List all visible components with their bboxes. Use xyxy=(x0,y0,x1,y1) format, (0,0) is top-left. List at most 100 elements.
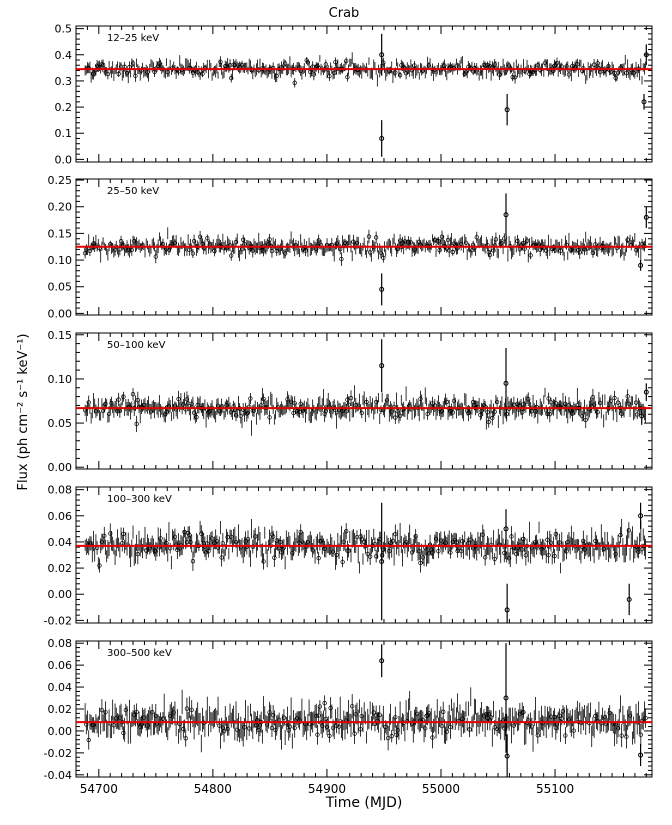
data-point xyxy=(625,237,630,242)
data-point xyxy=(641,99,647,105)
data-point xyxy=(377,712,382,717)
data-point xyxy=(393,715,398,720)
data-point xyxy=(597,400,603,406)
data-point xyxy=(239,62,245,68)
data-points xyxy=(82,339,649,436)
data-point xyxy=(448,550,453,555)
data-point xyxy=(160,716,166,721)
data-point xyxy=(212,248,217,254)
data-point xyxy=(115,409,120,414)
data-point xyxy=(409,550,415,555)
data-point xyxy=(282,61,288,66)
data-point xyxy=(633,400,639,405)
data-point xyxy=(274,538,279,543)
data-point xyxy=(503,526,509,532)
data-point xyxy=(157,61,162,66)
data-point xyxy=(292,80,297,85)
data-point xyxy=(112,247,118,252)
data-point xyxy=(390,538,396,543)
data-point xyxy=(566,717,572,722)
data-point xyxy=(445,237,451,243)
y-tick-label: 0.04 xyxy=(48,681,73,694)
data-point xyxy=(163,412,168,417)
plot-frame xyxy=(75,486,653,624)
data-point xyxy=(103,709,108,715)
data-point xyxy=(460,716,465,721)
data-point xyxy=(145,723,150,728)
y-tick-label: 0.00 xyxy=(48,725,73,738)
data-point xyxy=(181,402,186,407)
data-point xyxy=(253,534,258,539)
data-point xyxy=(591,402,597,407)
data-point xyxy=(482,555,488,560)
data-point xyxy=(229,534,234,539)
panel-3: 0.00 0.05 0.10 0.15 50–100 keV xyxy=(48,329,653,474)
data-point xyxy=(330,549,336,554)
data-point xyxy=(595,61,600,66)
data-point xyxy=(344,529,349,534)
data-point xyxy=(552,714,557,720)
data-point xyxy=(333,59,338,65)
data-point xyxy=(439,234,445,239)
data-point xyxy=(393,70,398,75)
data-point xyxy=(379,52,385,58)
data-point xyxy=(626,596,632,602)
data-point xyxy=(490,415,495,421)
data-point xyxy=(444,399,449,405)
data-point xyxy=(316,555,321,561)
data-point xyxy=(328,705,333,711)
data-point xyxy=(581,538,586,544)
data-point xyxy=(243,539,248,544)
data-point xyxy=(261,559,266,564)
data-point xyxy=(134,421,139,427)
data-point xyxy=(546,396,551,401)
data-point xyxy=(354,240,360,246)
data-point xyxy=(245,536,251,542)
data-point xyxy=(248,396,253,401)
data-point xyxy=(394,732,399,737)
y-tick-label: 0.06 xyxy=(48,510,73,523)
data-point xyxy=(384,397,390,403)
data-point xyxy=(318,539,324,544)
data-point xyxy=(189,707,194,713)
data-point xyxy=(341,539,346,544)
data-point xyxy=(269,248,275,254)
data-point xyxy=(548,540,554,545)
data-point xyxy=(165,70,170,75)
data-point xyxy=(187,532,192,538)
data-point xyxy=(282,251,288,256)
data-point xyxy=(218,59,223,64)
data-point xyxy=(618,532,623,538)
data-point xyxy=(509,534,514,539)
data-point xyxy=(129,247,134,253)
x-tick-label: 54700 xyxy=(80,782,118,796)
data-point xyxy=(480,532,485,537)
band-label: 25–50 keV xyxy=(107,186,159,197)
data-point xyxy=(418,560,423,566)
data-point xyxy=(353,712,358,717)
data-point xyxy=(172,240,178,246)
data-point xyxy=(575,62,580,67)
data-point xyxy=(399,63,404,68)
data-point xyxy=(250,248,255,253)
data-point xyxy=(379,286,385,292)
data-point xyxy=(117,715,123,720)
data-point xyxy=(442,63,447,68)
data-point xyxy=(544,248,549,253)
data-point xyxy=(494,726,500,732)
y-tick-label: 0.08 xyxy=(48,637,73,650)
data-point xyxy=(241,237,246,242)
data-point xyxy=(368,250,373,255)
band-label: 100–300 keV xyxy=(107,494,172,505)
data-point xyxy=(545,537,550,542)
data-point xyxy=(285,397,290,402)
data-point xyxy=(520,547,525,552)
y-tick-label: 0.00 xyxy=(48,588,73,601)
data-point xyxy=(200,241,205,246)
data-point xyxy=(560,709,566,714)
data-point xyxy=(93,409,99,414)
data-point xyxy=(565,539,570,545)
data-point xyxy=(344,409,349,414)
data-point xyxy=(379,658,385,664)
data-point xyxy=(145,70,150,75)
